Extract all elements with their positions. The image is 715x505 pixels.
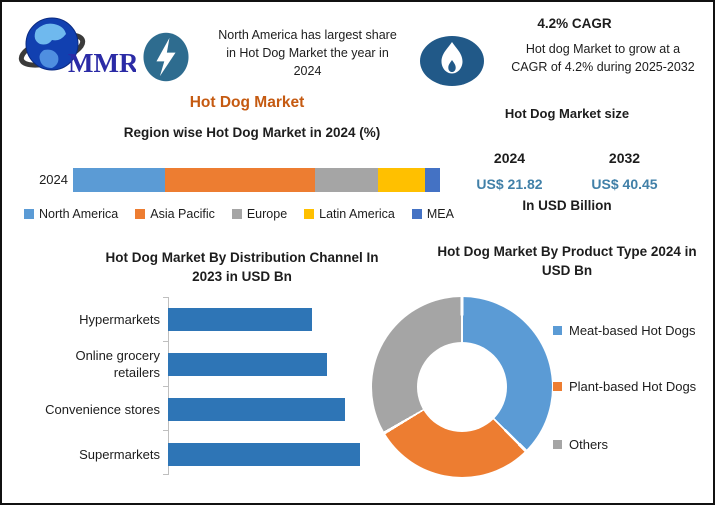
legend-label: North America bbox=[39, 207, 119, 221]
cagr-heading: 4.2% CAGR bbox=[537, 16, 612, 31]
lightning-icon bbox=[143, 32, 189, 82]
legend-swatch bbox=[231, 209, 242, 219]
region-year-label: 2024 bbox=[39, 172, 68, 187]
region-bar-segment bbox=[377, 168, 426, 192]
category-label: Supermarkets bbox=[79, 446, 160, 462]
region-bar-segment bbox=[73, 168, 165, 192]
region-bar-segment bbox=[315, 168, 378, 192]
market-size-values: US$ 21.82 US$ 40.45 bbox=[452, 176, 682, 192]
axis-tick bbox=[163, 474, 168, 475]
market-size-value: US$ 21.82 bbox=[476, 176, 543, 192]
category-label: Convenience stores bbox=[45, 401, 160, 417]
product-chart-title: Hot Dog Market By Product Type 2024 in U… bbox=[402, 242, 713, 280]
distribution-bar bbox=[168, 397, 345, 421]
legend-label: MEA bbox=[426, 207, 454, 221]
cagr-text-line: CAGR of 4.2% during 2025-2032 bbox=[511, 60, 695, 74]
legend-swatch bbox=[135, 209, 146, 219]
headline: North America has largest share in Hot D… bbox=[200, 26, 415, 80]
legend-item-north-america: North America bbox=[24, 207, 118, 221]
distribution-row-hypermarkets: Hypermarkets bbox=[10, 297, 430, 341]
legend-item-latin-america: Latin America bbox=[304, 207, 395, 221]
distribution-bar bbox=[168, 307, 312, 331]
category-label: Hypermarkets bbox=[79, 311, 160, 327]
axis-tick bbox=[163, 430, 168, 431]
product-title-line: Hot Dog Market By Product Type 2024 in bbox=[437, 244, 697, 259]
product-legend-item-others: Others bbox=[553, 436, 608, 452]
headline-line: in Hot Dog Market the year in bbox=[226, 46, 389, 60]
region-stacked-bar bbox=[73, 168, 440, 192]
cagr-text: Hot dog Market to grow at a CAGR of 4.2%… bbox=[492, 40, 713, 76]
product-legend-swatch bbox=[553, 439, 562, 449]
category-label: Online grocery retailers bbox=[75, 348, 160, 380]
product-legend-item-meat: Meat-based Hot Dogs bbox=[553, 322, 695, 338]
legend-label: Asia Pacific bbox=[150, 207, 215, 221]
legend-item-europe: Europe bbox=[231, 207, 288, 221]
region-bar-segment bbox=[425, 168, 440, 192]
product-legend-swatch bbox=[553, 381, 562, 391]
headline-line: 2024 bbox=[293, 64, 322, 78]
axis-tick bbox=[163, 297, 168, 298]
headline-line: North America has largest share bbox=[218, 28, 397, 42]
legend-swatch bbox=[304, 209, 315, 219]
market-size-title: Hot Dog Market size bbox=[504, 106, 630, 121]
market-size-unit-note: In USD Billion bbox=[522, 198, 612, 213]
category-axis-line bbox=[168, 297, 169, 475]
distribution-title-line: 2023 in USD Bn bbox=[192, 269, 292, 284]
legend-label: Europe bbox=[246, 207, 288, 221]
cagr-text-line: Hot dog Market to grow at a bbox=[525, 42, 681, 56]
distribution-chart-title: Hot Dog Market By Distribution Channel I… bbox=[32, 248, 452, 286]
market-size-years: 2024 2032 bbox=[452, 150, 682, 166]
flame-icon bbox=[420, 36, 484, 86]
axis-tick bbox=[163, 341, 168, 342]
distribution-bar bbox=[168, 442, 360, 466]
distribution-row-online-grocery: Online grocery retailers bbox=[10, 342, 430, 386]
market-size-value: US$ 40.45 bbox=[591, 176, 658, 192]
region-legend: North America Asia Pacific Europe Latin … bbox=[24, 207, 454, 221]
distribution-bar bbox=[168, 352, 327, 376]
legend-swatch bbox=[411, 209, 422, 219]
product-legend-swatch bbox=[553, 325, 562, 335]
logo-text: MMR bbox=[68, 48, 136, 78]
product-legend-item-plant: Plant-based Hot Dogs bbox=[553, 378, 696, 394]
product-legend-label: Others bbox=[569, 436, 609, 452]
region-chart-title: Region wise Hot Dog Market in 2024 (%) bbox=[123, 125, 381, 140]
page-title: Hot Dog Market bbox=[189, 94, 305, 111]
legend-item-mea: MEA bbox=[411, 207, 454, 221]
distribution-title-line: Hot Dog Market By Distribution Channel I… bbox=[105, 250, 379, 265]
distribution-row-convenience-stores: Convenience stores bbox=[10, 387, 430, 431]
legend-item-asia-pacific: Asia Pacific bbox=[135, 207, 215, 221]
product-title-line: USD Bn bbox=[541, 263, 593, 278]
legend-swatch bbox=[24, 209, 35, 219]
region-bar-segment bbox=[164, 168, 316, 192]
market-size-year: 2024 bbox=[493, 150, 526, 166]
axis-tick bbox=[163, 386, 168, 387]
legend-label: Latin America bbox=[319, 207, 395, 221]
market-size-year: 2032 bbox=[608, 150, 641, 166]
product-legend-label: Meat-based Hot Dogs bbox=[569, 322, 696, 338]
distribution-row-supermarkets: Supermarkets bbox=[10, 432, 430, 476]
donut-hole bbox=[417, 342, 507, 432]
product-legend-label: Plant-based Hot Dogs bbox=[569, 378, 697, 394]
mmr-logo: MMR bbox=[18, 17, 136, 78]
